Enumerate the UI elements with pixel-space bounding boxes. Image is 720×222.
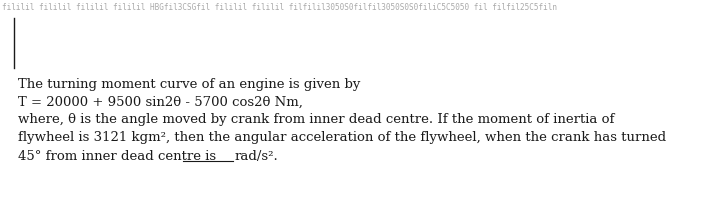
Text: 45° from inner dead centre is: 45° from inner dead centre is — [18, 150, 338, 163]
Text: The turning moment curve of an engine is given by: The turning moment curve of an engine is… — [18, 78, 361, 91]
Text: 45° from inner dead centre is: 45° from inner dead centre is — [18, 150, 220, 163]
Text: flywheel is 3121 kgm², then the angular acceleration of the flywheel, when the c: flywheel is 3121 kgm², then the angular … — [18, 131, 666, 144]
Text: where, θ is the angle moved by crank from inner dead centre. If the moment of in: where, θ is the angle moved by crank fro… — [18, 113, 614, 126]
Text: rad/s².: rad/s². — [235, 150, 278, 163]
Text: fililil fililil fililil fililil HBGfil3CSGfil fililil fililil filfilil3050S0filf: fililil fililil fililil fililil HBGfil3C… — [2, 3, 557, 12]
Text: T = 20000 + 9500 sin2θ - 5700 cos2θ Nm,: T = 20000 + 9500 sin2θ - 5700 cos2θ Nm, — [18, 96, 303, 109]
